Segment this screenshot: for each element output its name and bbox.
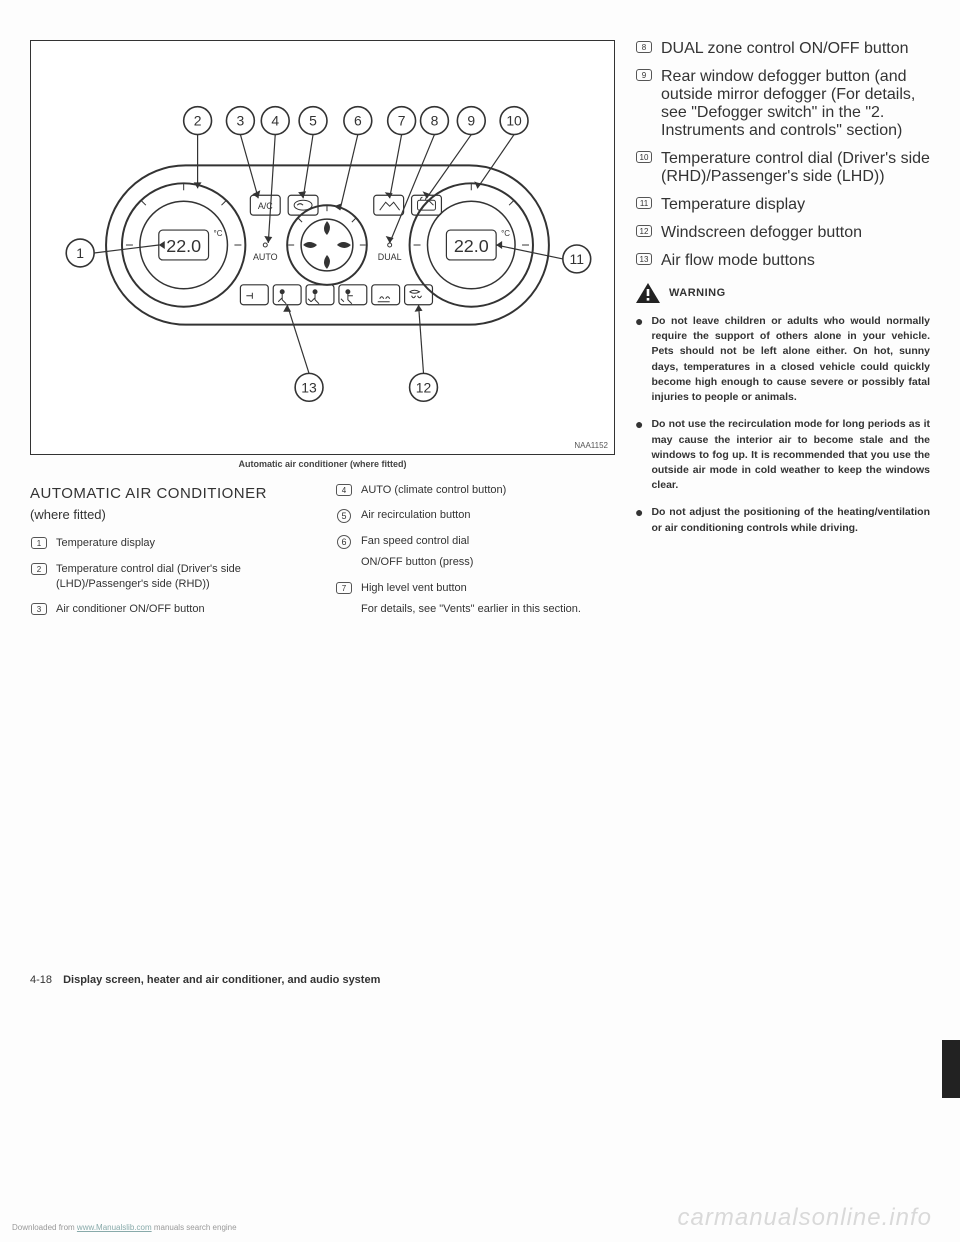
item-text: Air flow mode buttons <box>661 252 930 270</box>
item-number-badge: 1 <box>31 537 47 549</box>
warning-header: WARNING <box>635 282 930 304</box>
watermark: carmanualsonline.info <box>678 1204 932 1232</box>
column-right: 8 DUAL zone control ON/OFF button 9 Rear wi… <box>635 40 930 628</box>
item-number-badge: 13 <box>636 253 652 265</box>
item-text: AUTO (climate control button) <box>361 483 610 498</box>
bullet-dot: ● <box>635 417 643 493</box>
item-number-badge: 6 <box>337 535 351 549</box>
svg-text:11: 11 <box>570 251 585 267</box>
item-number-badge: 9 <box>636 69 652 81</box>
page-title: Display screen, heater and air condition… <box>63 974 380 986</box>
item-number-badge: 3 <box>31 603 47 615</box>
item-number-badge: 2 <box>31 563 47 575</box>
item-text: Temperature control dial (Driver's side … <box>56 562 305 593</box>
section-subtitle: (where fitted) <box>30 506 305 524</box>
warning-bullet: ●Do not leave children or adults who wou… <box>635 314 930 405</box>
warning-bullet: ●Do not use the recirculation mode for l… <box>635 417 930 493</box>
warning-icon <box>635 282 661 304</box>
item-number-badge: 12 <box>636 225 652 237</box>
svg-text:10: 10 <box>506 113 522 129</box>
item-text: Fan speed control dial <box>361 534 610 549</box>
list-item: 6 Fan speed control dial <box>335 534 610 549</box>
svg-text:4: 4 <box>271 113 279 129</box>
side-tab <box>942 1040 960 1098</box>
list-item: 4 AUTO (climate control button) <box>335 483 610 498</box>
item-text: Windscreen defogger button <box>661 224 930 242</box>
item-text: Temperature display <box>661 196 930 214</box>
column-left: AUTOMATIC AIR CONDITIONER (where fitted)… <box>30 483 305 628</box>
figure-code: NAA1152 <box>574 441 608 450</box>
svg-text:9: 9 <box>467 113 475 129</box>
callout-layer: 12345678910111213 <box>31 41 614 454</box>
item-text: Temperature control dial (Driver's side … <box>661 150 930 186</box>
item-text: High level vent button <box>361 581 610 596</box>
list-item: 9 Rear window defogger button (and outsid… <box>635 68 930 140</box>
svg-text:8: 8 <box>431 113 439 129</box>
list-item: 5 Air recirculation button <box>335 508 610 523</box>
item-number-badge: 7 <box>336 582 352 594</box>
item-text: Rear window defogger button (and outside… <box>661 68 930 140</box>
warning-bullet: ● Do not adjust the positioning of the he… <box>635 505 930 535</box>
list-item: 3 Air conditioner ON/OFF button <box>30 602 305 617</box>
figure-caption: Automatic air conditioner (where fitted) <box>30 459 615 469</box>
svg-text:6: 6 <box>354 113 362 129</box>
figure-box: 22.0 °C 22.0 °C <box>30 40 615 455</box>
download-prefix: Downloaded from <box>12 1223 77 1232</box>
item-number-badge: 5 <box>337 509 351 523</box>
warning-text: Do not adjust the positioning of the hea… <box>651 505 930 535</box>
download-line: Downloaded from www.Manualslib.com manua… <box>12 1223 237 1232</box>
list-item: 13 Air flow mode buttons <box>635 252 930 270</box>
svg-text:7: 7 <box>398 113 406 129</box>
item-number-badge: 4 <box>336 484 352 496</box>
list-item: 2 Temperature control dial (Driver's side… <box>30 562 305 593</box>
bullet-dot: ● <box>635 505 643 535</box>
list-item: 8 DUAL zone control ON/OFF button <box>635 40 930 58</box>
warning-text: Do not use the recirculation mode for lo… <box>651 417 930 493</box>
list-item: 10 Temperature control dial (Driver's sid… <box>635 150 930 186</box>
svg-text:5: 5 <box>309 113 317 129</box>
item-text: Air conditioner ON/OFF button <box>56 602 305 617</box>
item-text: Temperature display <box>56 536 305 551</box>
item-number-badge: 8 <box>636 41 652 53</box>
svg-text:2: 2 <box>194 113 202 129</box>
item-extra: For details, see "Vents" earlier in this… <box>361 602 610 617</box>
item-text: Air recirculation button <box>361 508 610 523</box>
bullet-dot: ● <box>635 314 643 405</box>
section-title: AUTOMATIC AIR CONDITIONER <box>30 483 305 504</box>
item-number-badge: 11 <box>636 197 652 209</box>
item-extra: ON/OFF button (press) <box>361 555 610 570</box>
item-text: DUAL zone control ON/OFF button <box>661 40 930 58</box>
item-number-badge: 10 <box>636 151 652 163</box>
warning-label: WARNING <box>669 287 726 299</box>
warning-text: Do not leave children or adults who woul… <box>651 314 930 405</box>
column-middle: 4 AUTO (climate control button) 5 Air recir… <box>335 483 610 628</box>
page-footer: 4-18 Display screen, heater and air cond… <box>30 974 380 986</box>
svg-text:13: 13 <box>301 379 317 395</box>
list-item: 7 High level vent button <box>335 581 610 596</box>
download-link[interactable]: www.Manualslib.com <box>77 1223 152 1232</box>
svg-text:1: 1 <box>76 245 84 261</box>
list-item: 12 Windscreen defogger button <box>635 224 930 242</box>
list-item: 11 Temperature display <box>635 196 930 214</box>
svg-text:3: 3 <box>237 113 245 129</box>
list-item: 1 Temperature display <box>30 536 305 551</box>
svg-text:12: 12 <box>416 379 432 395</box>
download-suffix: manuals search engine <box>152 1223 237 1232</box>
page-number: 4-18 <box>30 974 52 986</box>
